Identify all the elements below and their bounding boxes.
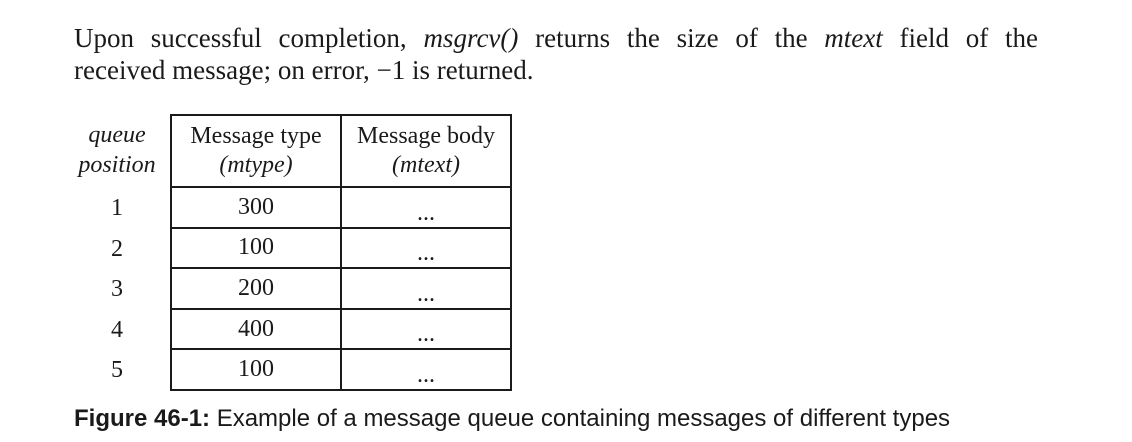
message-type-header: Message type (mtype) [171, 115, 341, 187]
queue-position: 3 [70, 269, 164, 310]
message-type-cell: 100 [171, 349, 341, 390]
table-header-row: Message type (mtype) Message body (mtext… [171, 115, 511, 187]
paragraph-text: Upon successful completion, [74, 23, 423, 53]
table-row: 100 ... [171, 228, 511, 269]
table-row: 100 ... [171, 349, 511, 390]
queue-position: 5 [70, 350, 164, 391]
message-queue-table: Message type (mtype) Message body (mtext… [170, 114, 512, 391]
column-subtitle: (mtext) [342, 151, 510, 180]
queue-position-column: 1 2 3 4 5 [70, 188, 164, 391]
message-type-cell: 400 [171, 309, 341, 350]
queue-label-line-2: position [70, 150, 164, 180]
body-paragraph: Upon successful completion, msgrcv() ret… [74, 22, 1038, 86]
column-subtitle: (mtype) [172, 151, 340, 180]
table-row: 300 ... [171, 187, 511, 228]
paragraph-line-2: received message; on error, −1 is return… [74, 54, 1038, 86]
figure-caption: Figure 46-1: Example of a message queue … [74, 404, 950, 434]
message-body-cell: ... [341, 228, 511, 269]
table-row: 400 ... [171, 309, 511, 350]
paragraph-line-1: Upon successful completion, msgrcv() ret… [74, 22, 1038, 54]
queue-position: 4 [70, 310, 164, 351]
queue-position-label: queue position [70, 120, 164, 180]
column-title: Message type [190, 123, 321, 149]
message-type-cell: 100 [171, 228, 341, 269]
caption-text: Example of a message queue containing me… [210, 405, 950, 432]
message-body-cell: ... [341, 187, 511, 228]
message-body-cell: ... [341, 268, 511, 309]
function-name: msgrcv() [423, 23, 518, 53]
message-type-cell: 300 [171, 187, 341, 228]
caption-label: Figure 46-1: [74, 405, 210, 432]
queue-position: 2 [70, 229, 164, 270]
paragraph-text: field of the [883, 23, 1038, 53]
paragraph-text: returns the size of the [518, 23, 824, 53]
field-name: mtext [824, 23, 882, 53]
table-row: 200 ... [171, 268, 511, 309]
message-body-cell: ... [341, 309, 511, 350]
message-body-cell: ... [341, 349, 511, 390]
queue-position: 1 [70, 188, 164, 229]
queue-label-line-1: queue [70, 120, 164, 150]
message-type-cell: 200 [171, 268, 341, 309]
column-title: Message body [357, 123, 495, 149]
message-body-header: Message body (mtext) [341, 115, 511, 187]
